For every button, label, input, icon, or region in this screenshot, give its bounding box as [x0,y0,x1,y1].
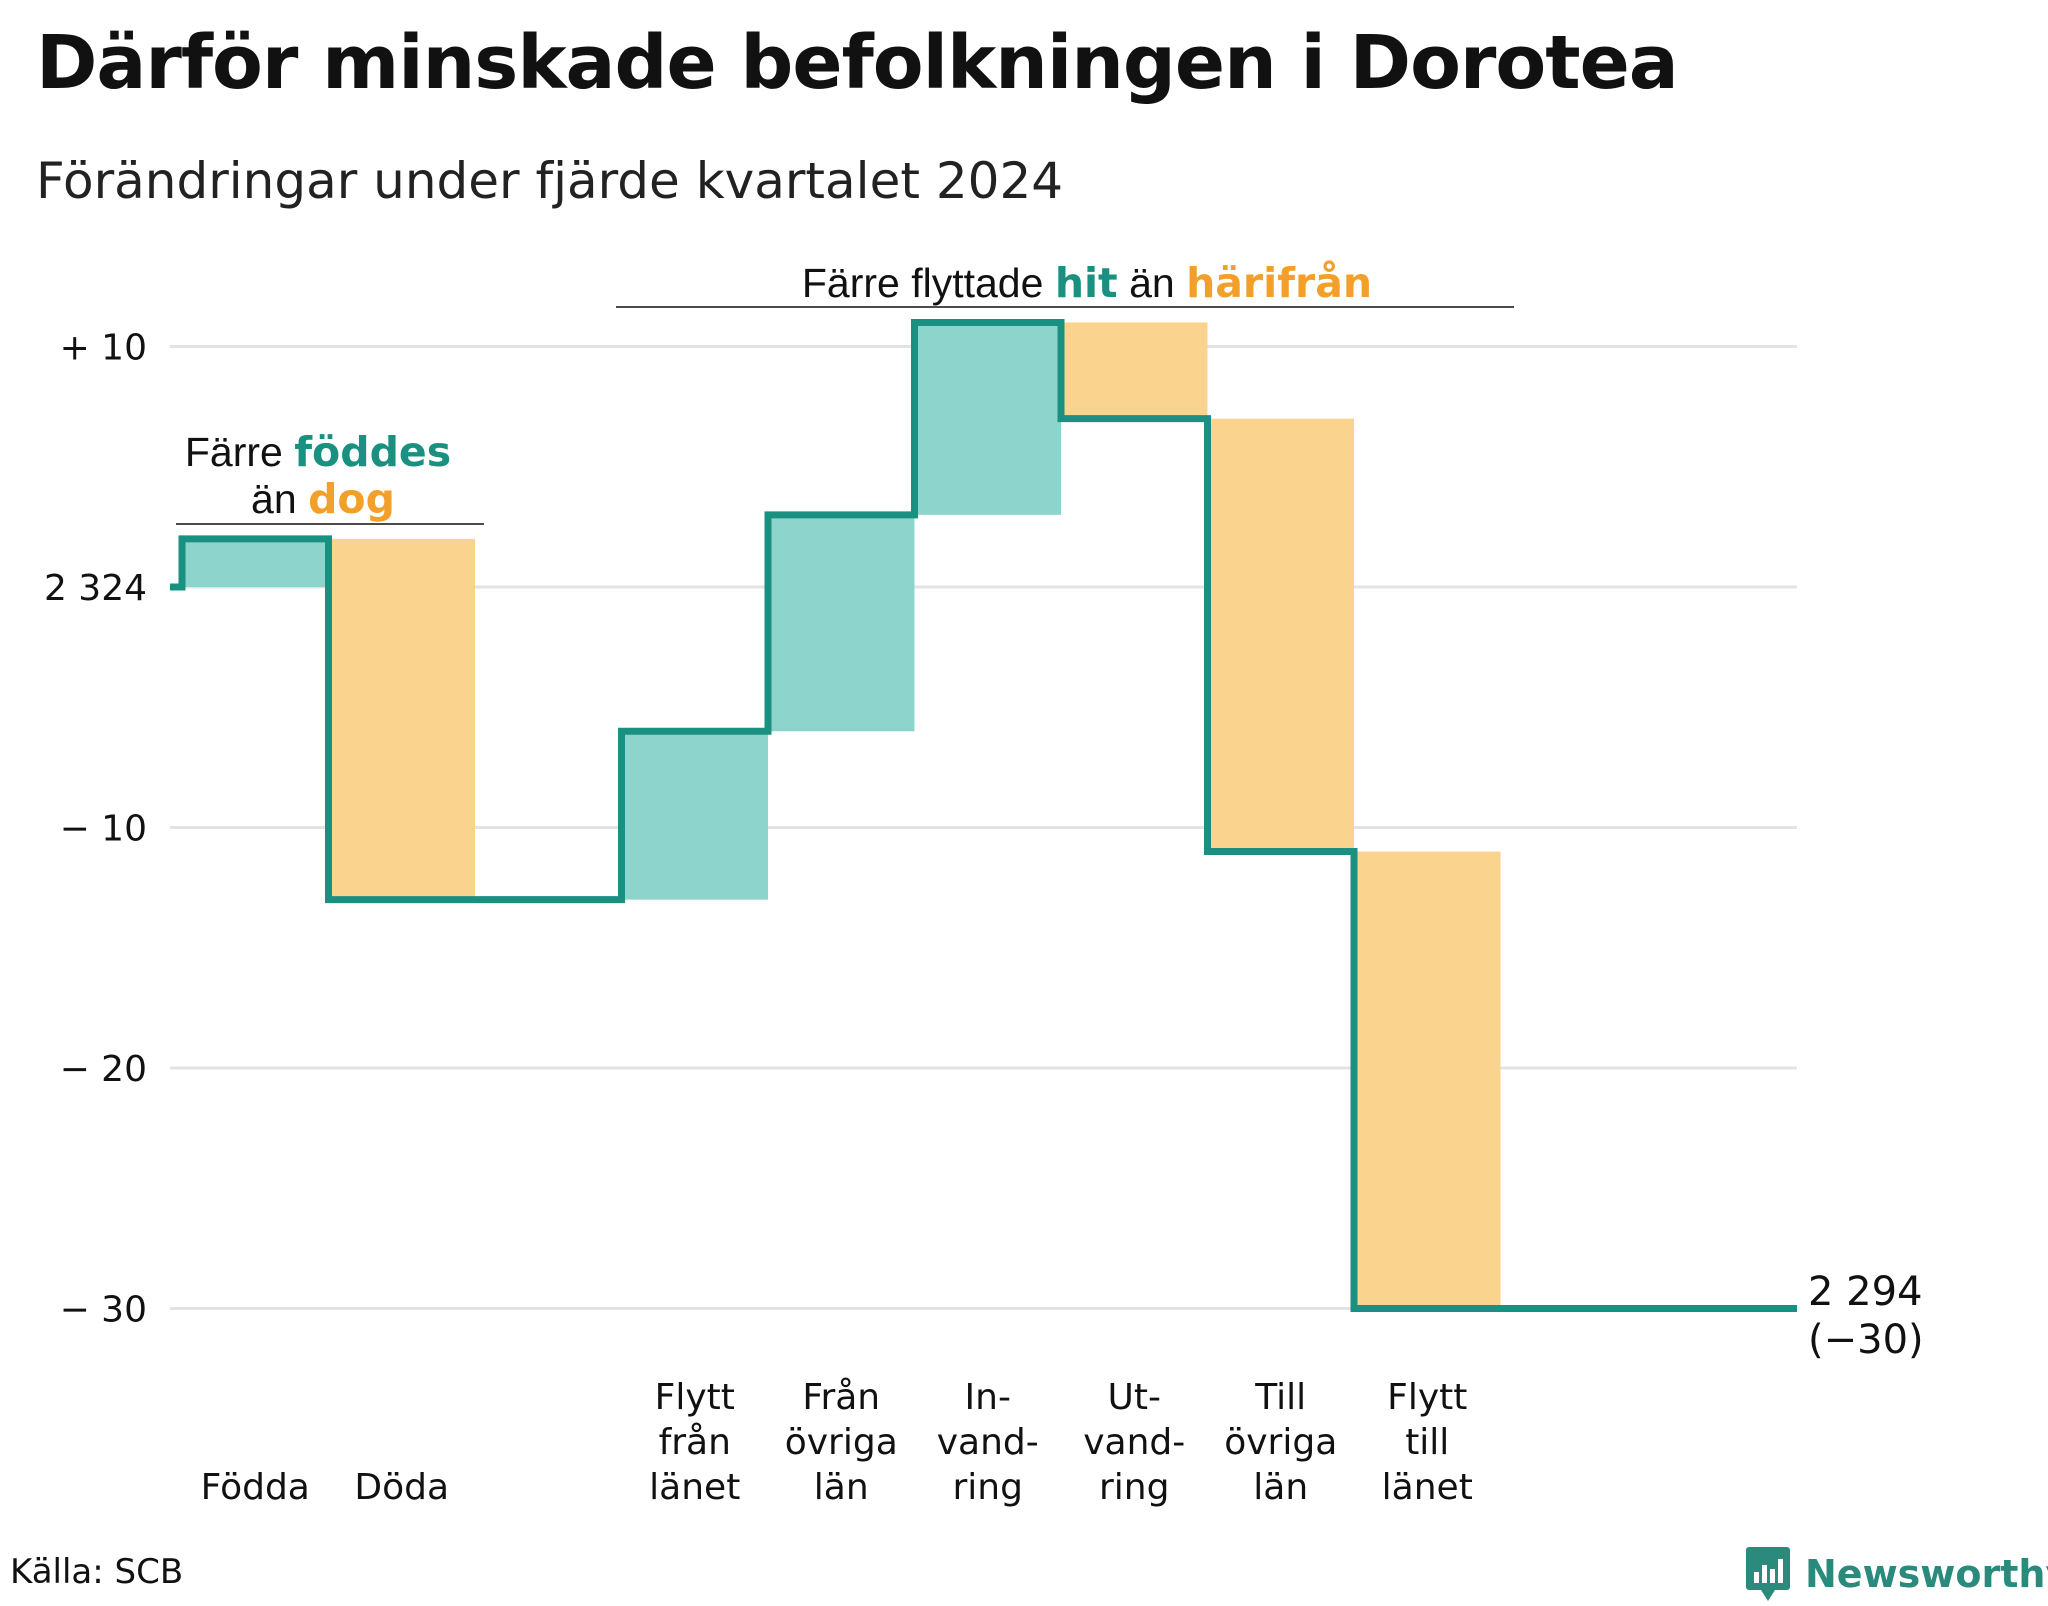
migration-annotation-highlight2: härifrån [1186,259,1372,307]
category-label: Flytt [655,1377,735,1418]
y-tick-label: − 20 [60,1049,147,1090]
svg-text:Färre föddes: Färre föddes [185,428,451,476]
category-label: län [814,1467,869,1508]
category-label: länet [1382,1467,1473,1508]
births-annotation-highlight2: dog [308,475,395,523]
bars [182,322,1501,1309]
category-label: Ut- [1108,1377,1161,1418]
category-label: vand- [937,1422,1039,1463]
bar-döda [328,538,475,900]
y-tick-label: + 10 [60,328,147,369]
migration-annotation: Färre flyttade hit än härifrån [616,259,1514,308]
category-labels: Födda DödaFlyttfrånlänetFrånövrigalänIn-v… [201,1377,1473,1508]
category-label: från [659,1422,731,1463]
category-label: till [1405,1422,1449,1463]
migration-annotation-highlight1: hit [1055,259,1118,307]
births-annotation-prefix: Färre [185,429,283,475]
end-value-label: 2 294 [1808,1269,1923,1315]
bar-till-övriga-län [1207,418,1354,852]
svg-text:än dog: än dog [251,475,395,523]
brand-logo: Newsworthy [1745,1542,2048,1606]
migration-annotation-prefix: Färre flyttade [802,260,1044,306]
category-label: övriga [785,1422,898,1463]
births-annotation-line2: än [251,476,297,522]
y-tick-label: − 30 [60,1290,147,1331]
bar-ut--vand--ring [1061,322,1208,419]
category-label: Till [1254,1377,1306,1418]
category-label: Födda [201,1467,310,1508]
category-label: Från [802,1377,880,1418]
category-label: In- [965,1377,1011,1418]
births-annotation: Färre föddes än dog [176,428,484,525]
category-label: ring [1099,1467,1169,1508]
newsworthy-logo-icon [1746,1547,1790,1601]
waterfall-chart: + 102 324− 10− 20− 30 Födda DödaFlyttfrån… [44,259,1924,1508]
end-change-label: (−30) [1808,1317,1924,1363]
category-label: vand- [1083,1422,1185,1463]
bar-in--vand--ring [914,322,1061,515]
bar-flytt-till-länet [1354,851,1501,1309]
chart-subtitle: Förändringar under fjärde kvartalet 2024 [36,152,1064,210]
category-label: övriga [1224,1422,1337,1463]
category-label: Flytt [1387,1377,1467,1418]
births-annotation-highlight: föddes [294,428,451,476]
bar-flytt-från-länet [621,731,768,900]
y-tick-label: 2 324 [44,568,147,609]
category-label: länet [649,1467,740,1508]
category-label: ring [953,1467,1023,1508]
bar-från-övriga-län [768,514,915,732]
category-label: län [1253,1467,1308,1508]
y-axis-ticks: + 10 2 324 − 10 − 20 − 30 [44,328,147,1331]
source-note: Källa: SCB [10,1552,184,1592]
category-label: Döda [354,1467,449,1508]
migration-annotation-middle: än [1129,260,1175,306]
bar-födda [182,538,329,587]
chart-title: Därför minskade befolkningen i Dorotea [36,20,1679,106]
cumulative-step-line [170,318,1797,1312]
y-tick-label: − 10 [60,809,147,850]
svg-text:Färre flyttade h: Färre flyttade hit än härifrån [802,259,1372,307]
brand-name: Newsworthy [1805,1552,2048,1596]
